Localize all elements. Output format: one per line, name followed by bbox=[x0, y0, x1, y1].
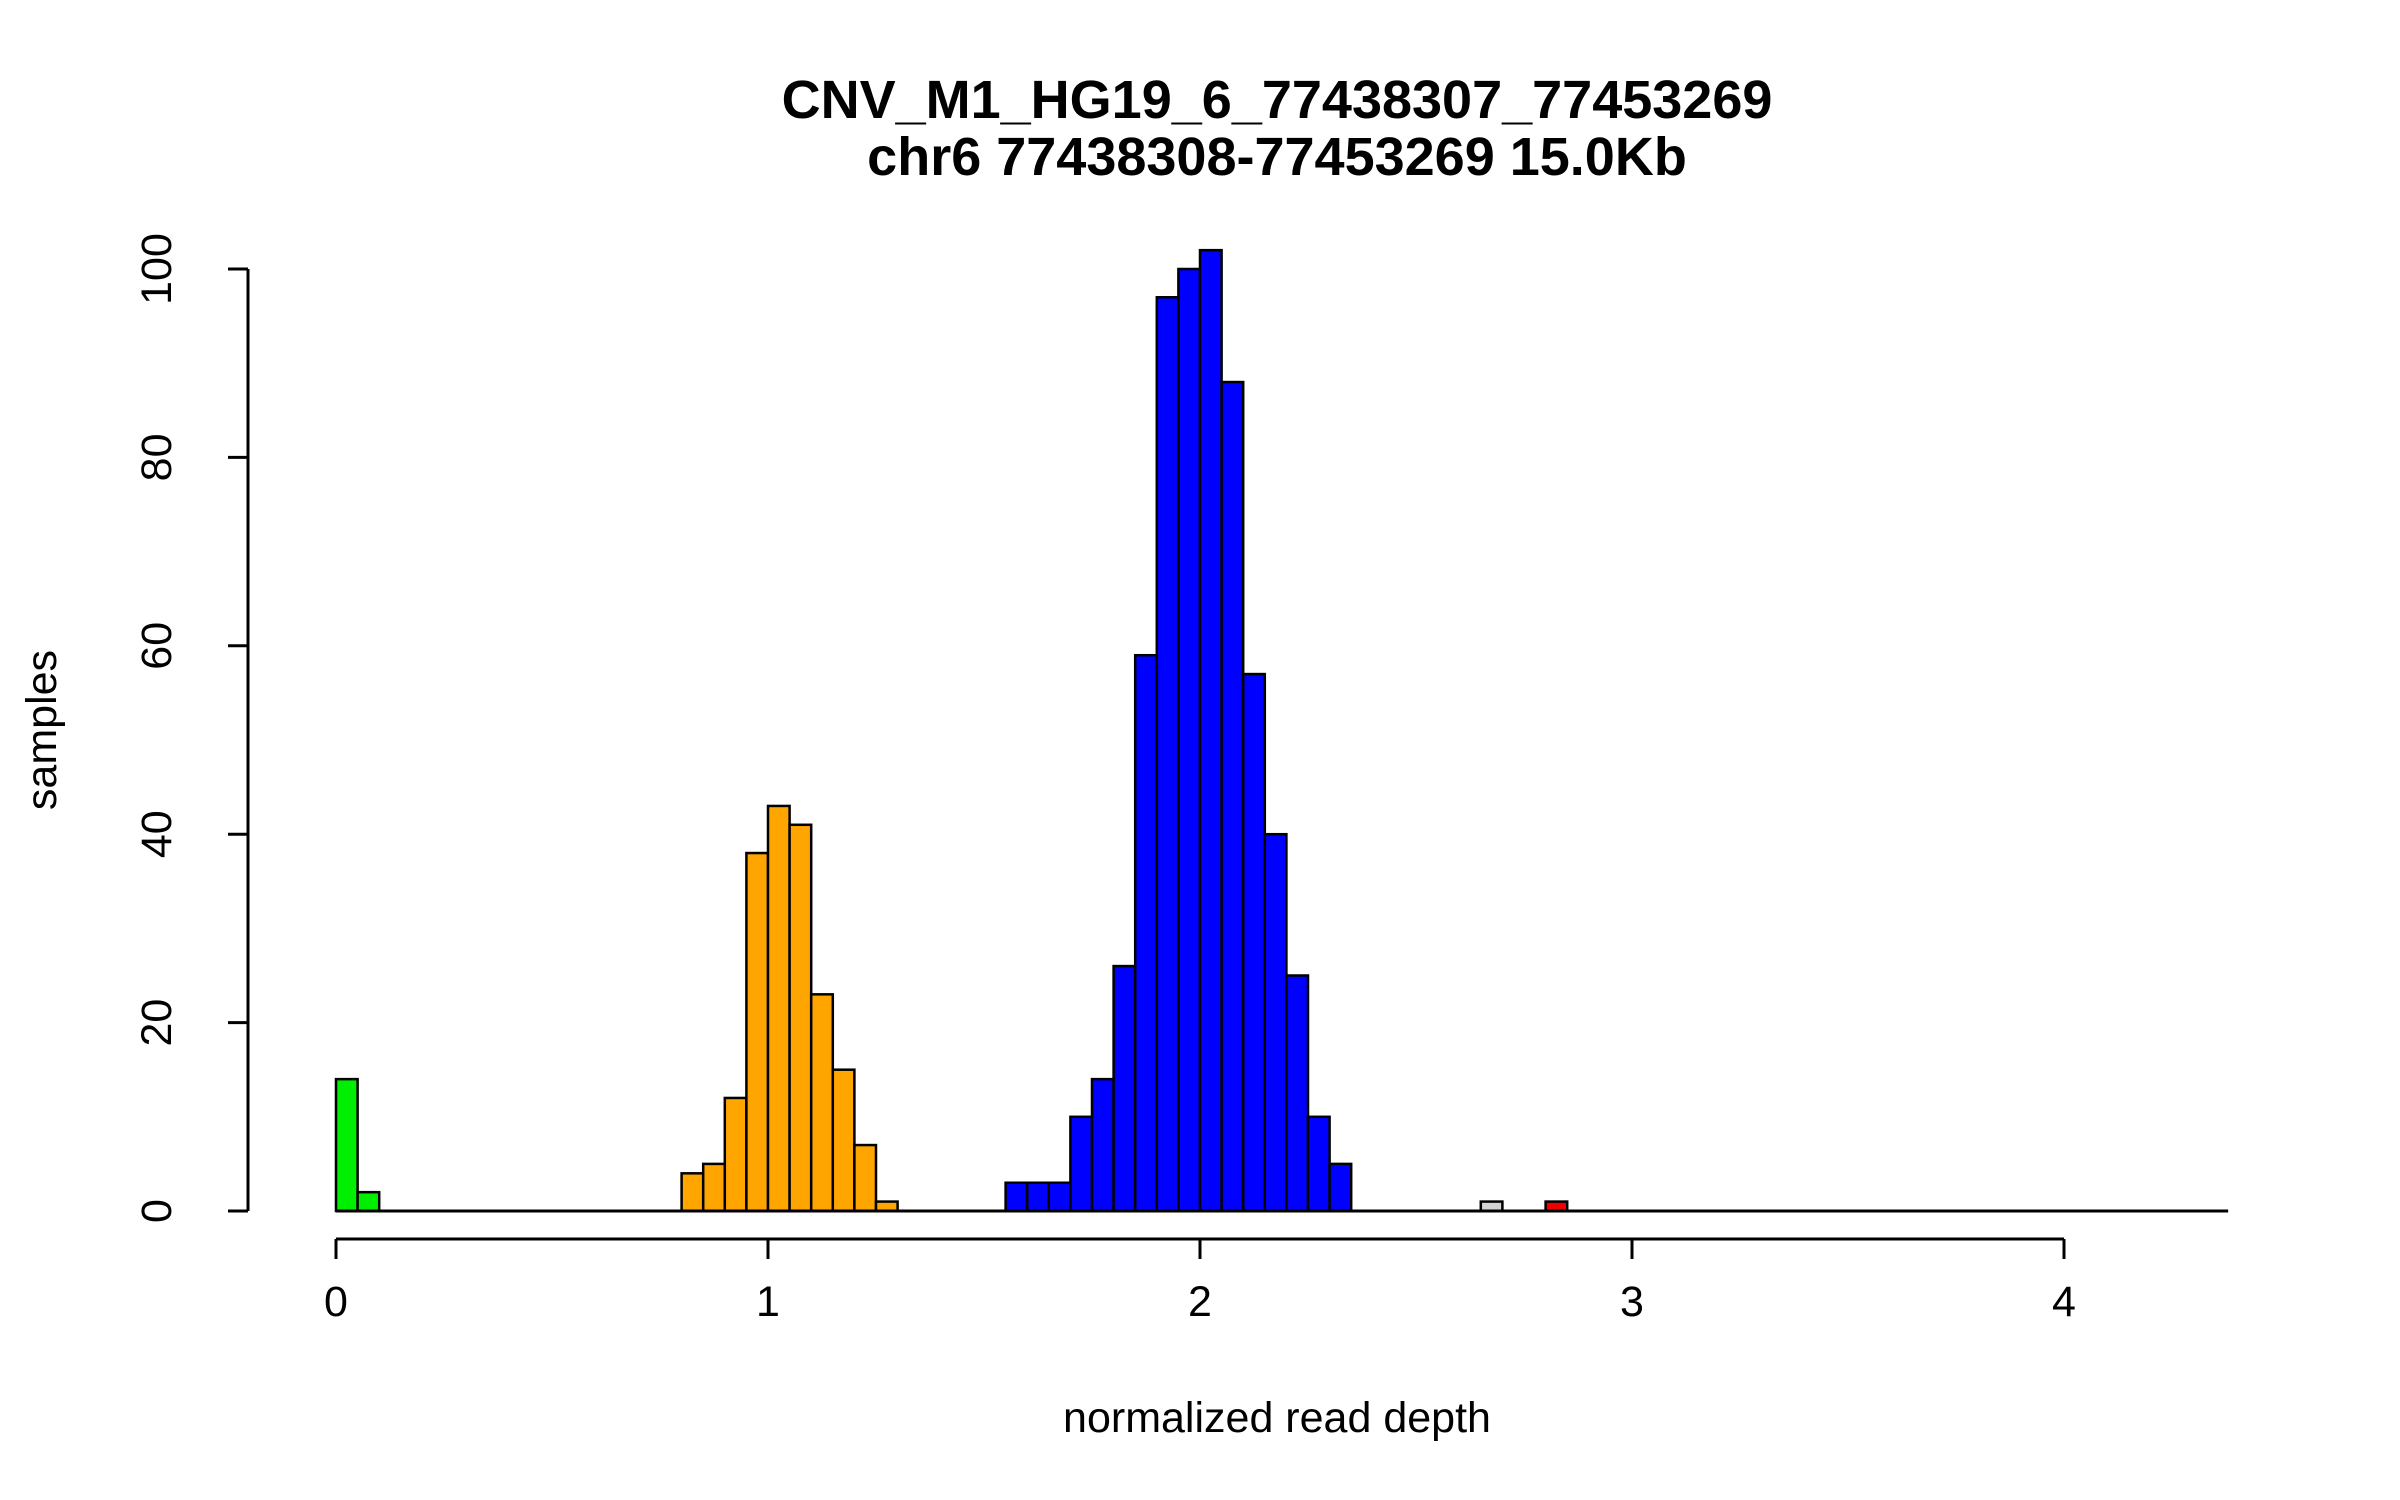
histogram-bar bbox=[680, 1172, 705, 1213]
x-tick-label: 0 bbox=[324, 1278, 348, 1326]
histogram-bar bbox=[1177, 267, 1202, 1213]
histogram-bar bbox=[1285, 974, 1310, 1213]
histogram-bar bbox=[745, 851, 770, 1213]
y-tick-label: 40 bbox=[133, 810, 181, 858]
chart-subtitle: chr6 77438308-77453269 15.0Kb bbox=[867, 127, 1687, 187]
histogram-bars bbox=[334, 248, 2229, 1213]
y-axis: 0 20 40 60 80 100 bbox=[133, 233, 250, 1223]
histogram-bar bbox=[1306, 1115, 1331, 1213]
histogram-bar bbox=[766, 804, 791, 1213]
chart-title: CNV_M1_HG19_6_77438307_77453269 bbox=[782, 70, 1773, 130]
x-tick-label: 4 bbox=[2052, 1278, 2076, 1326]
x-tick-label: 2 bbox=[1188, 1278, 1212, 1326]
y-tick-label: 60 bbox=[133, 622, 181, 670]
x-tick-label: 1 bbox=[756, 1278, 780, 1326]
histogram-bar bbox=[1004, 1181, 1029, 1213]
histogram-bar bbox=[1328, 1162, 1353, 1213]
histogram-bar bbox=[701, 1162, 727, 1213]
histogram-bar bbox=[1220, 380, 1245, 1213]
x-tick-label: 3 bbox=[1620, 1278, 1644, 1326]
y-tick-label: 80 bbox=[133, 433, 181, 481]
x-axis: 0 1 2 3 4 bbox=[324, 1237, 2076, 1326]
histogram-bar bbox=[1025, 1181, 1051, 1213]
y-tick-label: 0 bbox=[133, 1199, 181, 1223]
x-axis-label: normalized read depth bbox=[1063, 1394, 1491, 1442]
histogram-bar bbox=[1069, 1115, 1094, 1213]
histogram-bar bbox=[334, 1077, 359, 1213]
histogram-bar bbox=[788, 823, 813, 1213]
histogram-bar bbox=[1198, 248, 1223, 1213]
histogram-bar bbox=[809, 993, 835, 1213]
histogram-bar bbox=[1133, 653, 1159, 1213]
histogram-bar bbox=[1155, 296, 1180, 1213]
y-axis-label: samples bbox=[18, 650, 66, 810]
histogram-bar bbox=[356, 1190, 381, 1213]
histogram-bar bbox=[1263, 832, 1288, 1213]
histogram-bar bbox=[1090, 1077, 1115, 1213]
histogram-bar bbox=[831, 1068, 856, 1213]
histogram-bar bbox=[1047, 1181, 1072, 1213]
y-tick-label: 100 bbox=[133, 233, 181, 305]
histogram-bar bbox=[723, 1096, 748, 1213]
y-tick-label: 20 bbox=[133, 999, 181, 1047]
histogram-bar bbox=[1241, 672, 1267, 1213]
histogram-bar bbox=[1112, 964, 1137, 1213]
histogram-bar bbox=[853, 1143, 878, 1213]
